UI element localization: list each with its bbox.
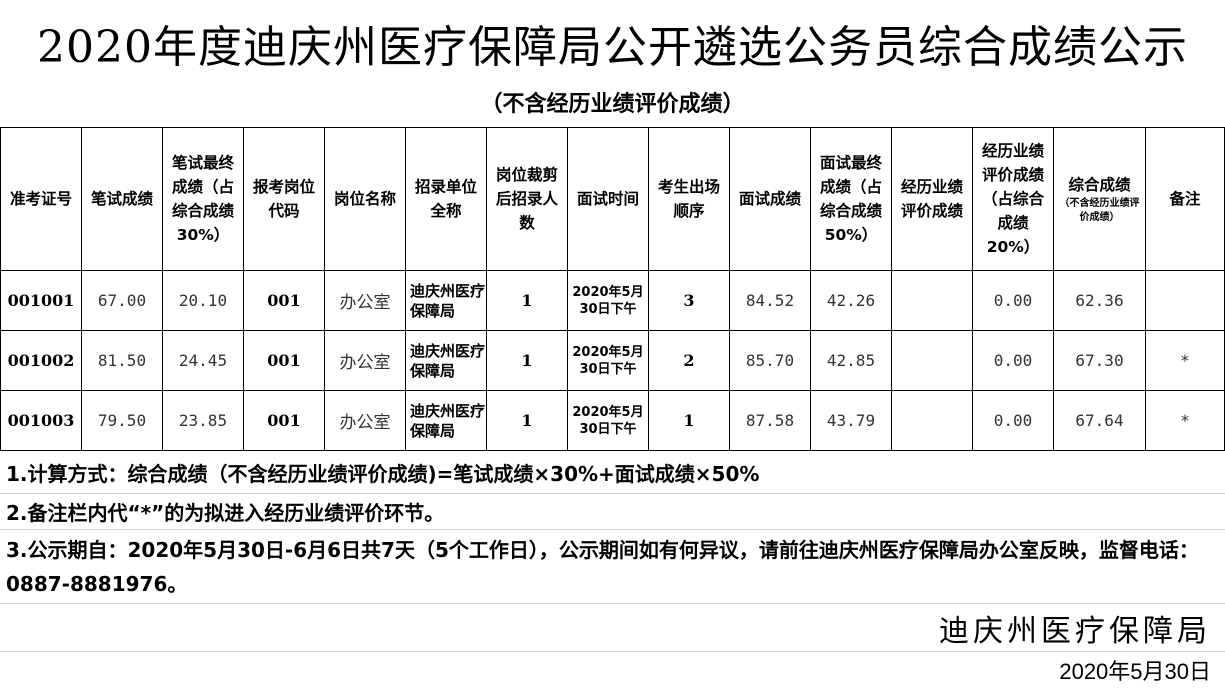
- table-cell: 办公室: [324, 330, 406, 391]
- table-cell: 001003: [0, 390, 82, 451]
- note-1: 1.计算方式：综合成绩（不含经历业绩评价成绩)=笔试成绩×30%+面试成绩×50…: [0, 452, 1225, 494]
- date: 2020年5月30日: [1059, 659, 1211, 684]
- header-row: 准考证号 笔试成绩 笔试最终成绩（占综合成绩30%） 报考岗位代码 岗位名称 招录单位全称…: [0, 127, 1225, 271]
- table-cell: 67.00: [81, 270, 163, 331]
- column-header-label: 经历业绩评价成绩: [900, 178, 963, 220]
- table-cell: 1: [486, 330, 568, 391]
- column-header-label: 准考证号: [9, 190, 72, 208]
- page-title: 2020年度迪庆州医疗保障局公开遴选公务员综合成绩公示: [37, 21, 1188, 73]
- table-cell: 办公室: [324, 270, 406, 331]
- column-header: 面试成绩: [729, 127, 811, 271]
- table-row: 001002 81.50 24.45 001 办公室 迪庆州医疗保障局 1 2020年5月30…: [0, 330, 1225, 391]
- table-cell: 办公室: [324, 390, 406, 451]
- column-header-label: 考生出场顺序: [657, 178, 720, 220]
- column-header: 岗位裁剪后招录人数: [486, 127, 568, 271]
- column-header: 笔试最终成绩（占综合成绩30%）: [162, 127, 244, 271]
- table-cell: 迪庆州医疗保障局: [405, 270, 487, 331]
- column-header: 岗位名称: [324, 127, 406, 271]
- table-cell: 2: [648, 330, 730, 391]
- column-header: 备注: [1145, 127, 1225, 271]
- table-cell: 0.00: [972, 390, 1054, 451]
- table-cell: [891, 330, 973, 391]
- column-header-label: 岗位裁剪后招录人数: [495, 166, 558, 232]
- column-header: 考生出场顺序: [648, 127, 730, 271]
- table-cell: 001: [243, 270, 325, 331]
- column-header-label: 报考岗位代码: [252, 178, 315, 220]
- table-cell: 81.50: [81, 330, 163, 391]
- table-cell: *: [1145, 390, 1225, 451]
- table-cell: 迪庆州医疗保障局: [405, 330, 487, 391]
- column-header-label: 笔试成绩: [90, 190, 153, 208]
- table-cell: 2020年5月30日下午: [567, 270, 649, 331]
- column-header-label: 招录单位全称: [414, 178, 477, 220]
- column-header-label: 面试成绩: [738, 190, 801, 208]
- column-header: 面试时间: [567, 127, 649, 271]
- table-cell: *: [1145, 330, 1225, 391]
- table-cell: 1: [486, 390, 568, 451]
- table-cell: 2020年5月30日下午: [567, 330, 649, 391]
- table-cell: 62.36: [1053, 270, 1146, 331]
- table-row: 001003 79.50 23.85 001 办公室 迪庆州医疗保障局 1 2020年5月30…: [0, 390, 1225, 451]
- table-row: 001001 67.00 20.10 001 办公室 迪庆州医疗保障局 1 2020年5月30…: [0, 270, 1225, 331]
- column-header: 经历业绩评价成绩: [891, 127, 973, 271]
- table-cell: 42.26: [810, 270, 892, 331]
- table-cell: 23.85: [162, 390, 244, 451]
- column-header: 笔试成绩: [81, 127, 163, 271]
- signature: 迪庆州医疗保障局: [939, 614, 1211, 649]
- column-header: 综合成绩 （不含经历业绩评价成绩）: [1053, 127, 1146, 271]
- table-cell: 87.58: [729, 390, 811, 451]
- column-header: 报考岗位代码: [243, 127, 325, 271]
- table-cell: [1145, 270, 1225, 331]
- table-cell: 85.70: [729, 330, 811, 391]
- column-header-label: 备注: [1169, 190, 1201, 208]
- table-cell: [891, 390, 973, 451]
- column-header-label: 面试时间: [576, 190, 639, 208]
- table-cell: 1: [486, 270, 568, 331]
- note-3: 3.公示期自：2020年5月30日-6月6日共7天（5个工作日），公示期间如有何…: [0, 530, 1225, 604]
- table-cell: 42.85: [810, 330, 892, 391]
- column-header-label: 面试最终成绩（占综合成绩50%）: [819, 154, 882, 244]
- table-cell: 79.50: [81, 390, 163, 451]
- column-header: 面试最终成绩（占综合成绩50%）: [810, 127, 892, 271]
- score-table: 准考证号 笔试成绩 笔试最终成绩（占综合成绩30%） 报考岗位代码 岗位名称 招录单位全称…: [0, 127, 1225, 451]
- column-header-label: 笔试最终成绩（占综合成绩30%）: [171, 154, 234, 244]
- table-cell: 84.52: [729, 270, 811, 331]
- table-cell: 20.10: [162, 270, 244, 331]
- table-cell: 43.79: [810, 390, 892, 451]
- table-cell: 0.00: [972, 330, 1054, 391]
- table-cell: 1: [648, 390, 730, 451]
- table-cell: 0.00: [972, 270, 1054, 331]
- table-cell: 迪庆州医疗保障局: [405, 390, 487, 451]
- column-header-label: 岗位名称: [333, 190, 396, 208]
- table-cell: 67.30: [1053, 330, 1146, 391]
- table-cell: 2020年5月30日下午: [567, 390, 649, 451]
- table-cell: 24.45: [162, 330, 244, 391]
- table-cell: 001001: [0, 270, 82, 331]
- column-header: 经历业绩评价成绩（占综合成绩20%）: [972, 127, 1054, 271]
- table-cell: [891, 270, 973, 331]
- page-subtitle: （不含经历业绩评价成绩）: [480, 92, 745, 117]
- table-cell: 67.64: [1053, 390, 1146, 451]
- table-cell: 001: [243, 330, 325, 391]
- column-header: 准考证号: [0, 127, 82, 271]
- table-cell: 001002: [0, 330, 82, 391]
- table-cell: 001: [243, 390, 325, 451]
- column-header-note: （不含经历业绩评价成绩）: [1059, 198, 1140, 223]
- column-header: 招录单位全称: [405, 127, 487, 271]
- table-cell: 3: [648, 270, 730, 331]
- column-header-label: 综合成绩: [1068, 176, 1131, 194]
- column-header-label: 经历业绩评价成绩（占综合成绩20%）: [981, 142, 1044, 256]
- note-2: 2.备注栏内代“*”的为拟进入经历业绩评价环节。: [0, 494, 1225, 530]
